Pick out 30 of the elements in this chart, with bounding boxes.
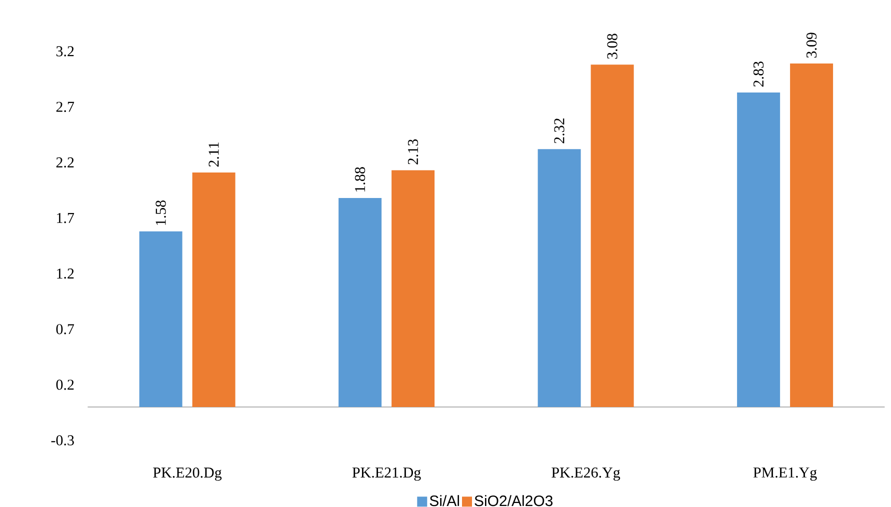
data-label: 1.88 — [354, 167, 366, 192]
bar — [392, 170, 435, 407]
data-label: 2.13 — [408, 139, 418, 164]
y-tick-label: 1.7 — [57, 212, 74, 224]
legend-label: Si/Al — [430, 495, 459, 506]
bar — [590, 64, 634, 407]
bar — [192, 172, 236, 407]
x-tick-label: PK.E20.Dg — [153, 468, 222, 481]
x-tick-label: PM.E1.Yg — [753, 468, 817, 481]
bar — [338, 198, 382, 407]
data-label: 3.08 — [607, 34, 618, 59]
data-label: 2.11 — [208, 142, 219, 167]
data-label: 2.83 — [753, 62, 764, 87]
y-tick-label: -0.3 — [51, 435, 74, 446]
bar — [737, 92, 780, 407]
y-tick-label: 2.7 — [56, 102, 74, 112]
data-label: 3.09 — [806, 32, 817, 58]
y-tick-label: 0.7 — [56, 324, 74, 334]
data-label: 1.58 — [156, 200, 166, 225]
y-tick-label: 1.2 — [57, 268, 74, 279]
bar — [790, 64, 834, 407]
y-tick-label: 0.2 — [56, 380, 74, 390]
bar — [538, 149, 581, 407]
x-tick-label: PK.E26.Yg — [552, 468, 620, 481]
data-label: 2.32 — [554, 118, 564, 144]
legend-label: SiO2/Al2O3 — [474, 495, 553, 506]
bar — [139, 231, 182, 407]
y-tick-label: 3.2 — [56, 46, 74, 56]
x-tick-label: PK.E21.Dg — [352, 468, 421, 481]
y-tick-label: 2.2 — [56, 157, 74, 168]
